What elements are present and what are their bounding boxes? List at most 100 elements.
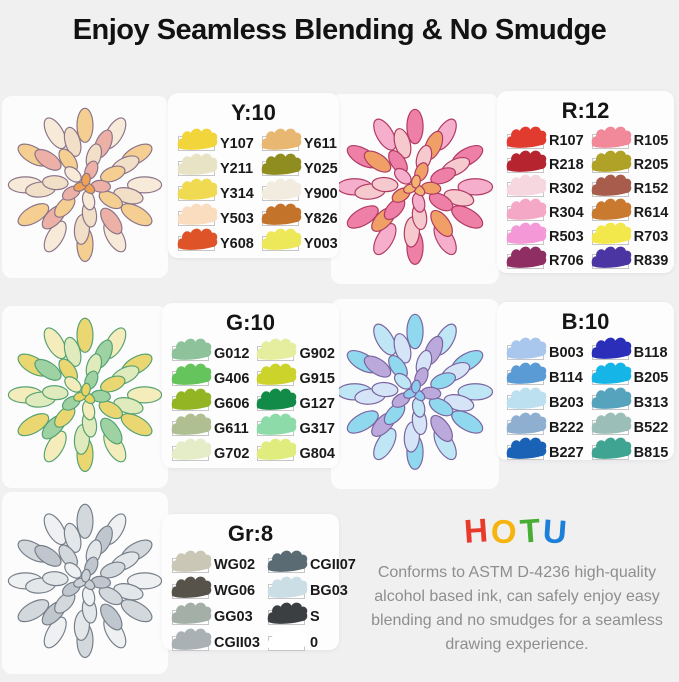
marker-scribble-swatch xyxy=(261,153,302,176)
page-title: Enjoy Seamless Blending & No Smudge xyxy=(72,14,607,46)
marker-scribble-swatch xyxy=(171,628,212,651)
marker-scribble-swatch xyxy=(261,128,302,151)
marker-scribble-swatch xyxy=(591,387,631,410)
color-code-label: G317 xyxy=(299,420,335,437)
color-code-label: S xyxy=(309,609,320,625)
marker-scribble-swatch xyxy=(171,388,212,411)
color-panel-green: G:10 G012 G406 G606 G611 G702 G902 G915 G127 G31… xyxy=(162,303,339,468)
color-panel-gray: Gr:8 WG02 WG06 GG03 CGII03 CGII07 BG03 S 0 xyxy=(162,514,356,651)
marker-scribble-swatch xyxy=(257,363,297,386)
swatch-row: G804 xyxy=(257,438,335,466)
color-code-label: G611 xyxy=(214,420,249,437)
brand-letter: H xyxy=(462,511,493,550)
marker-scribble-swatch xyxy=(506,412,547,435)
color-code-label: G406 xyxy=(214,370,250,387)
swatch-row: R152 xyxy=(591,174,669,201)
swatch-row: R614 xyxy=(591,198,669,225)
swatch-row: B815 xyxy=(591,437,668,465)
swatch-row: B205 xyxy=(591,362,668,390)
color-code-label: R614 xyxy=(633,205,669,221)
color-code-label: R302 xyxy=(549,181,584,197)
color-code-label: Y900 xyxy=(303,185,338,202)
color-panel-red: R:12 R107 R218 R302 R304 R503 R706 R105 R205 R15… xyxy=(497,91,674,273)
swatch-row: B114 xyxy=(506,362,584,390)
color-code-label: R205 xyxy=(633,157,669,173)
swatch-row: Y314 xyxy=(177,178,254,206)
marker-scribble-swatch xyxy=(506,387,547,410)
marker-scribble-swatch xyxy=(267,550,308,573)
color-code-label: R152 xyxy=(633,181,669,197)
color-code-label: G902 xyxy=(299,345,335,362)
marker-scribble-swatch xyxy=(591,126,631,149)
color-code-label: B222 xyxy=(549,419,584,436)
swatch-columns: R107 R218 R302 R304 R503 R706 R105 R205 R152 R614… xyxy=(506,126,668,273)
color-code-label: R706 xyxy=(549,253,584,269)
swatch-row: G406 xyxy=(171,363,250,391)
swatch-row: R706 xyxy=(506,246,584,273)
marker-scribble-swatch xyxy=(171,338,212,361)
color-code-label: R703 xyxy=(633,229,669,245)
swatch-row: R107 xyxy=(506,126,584,153)
color-code-label: CGII07 xyxy=(309,557,356,573)
marker-scribble-swatch xyxy=(506,246,547,269)
swatch-row: BG03 xyxy=(267,576,356,604)
marker-scribble-swatch xyxy=(591,246,631,269)
color-code-label: Y211 xyxy=(220,160,254,177)
swatch-row: Y611 xyxy=(261,128,338,156)
brand-logo: HOTU xyxy=(363,511,671,551)
swatch-row: R302 xyxy=(506,174,584,201)
swatch-row: R703 xyxy=(591,222,669,249)
swatch-row: B203 xyxy=(506,387,584,415)
color-code-label: Y826 xyxy=(303,210,338,227)
marker-scribble-swatch xyxy=(506,222,547,245)
marker-scribble-swatch xyxy=(267,576,308,599)
color-code-label: R839 xyxy=(633,253,669,269)
swatch-row: B313 xyxy=(591,387,668,415)
color-code-label: WG02 xyxy=(214,557,256,573)
color-code-label: R218 xyxy=(549,157,584,173)
marker-scribble-swatch xyxy=(177,128,218,151)
color-code-label: G702 xyxy=(214,445,250,462)
color-code-label: R503 xyxy=(549,229,584,245)
color-code-label: Y107 xyxy=(220,135,254,152)
swatch-row: R205 xyxy=(591,150,669,177)
panel-title-green: G:10 xyxy=(226,310,275,335)
marker-scribble-swatch xyxy=(506,126,547,149)
swatch-columns: WG02 WG06 GG03 CGII03 CGII07 BG03 S 0 xyxy=(171,550,356,656)
color-code-label: G127 xyxy=(299,395,335,412)
swatch-row: B003 xyxy=(506,337,584,365)
swatch-row: B118 xyxy=(591,337,669,365)
swatch-row: G902 xyxy=(257,338,335,366)
swatch-row: R503 xyxy=(506,222,584,249)
swatch-row: B522 xyxy=(591,412,668,440)
marker-scribble-swatch xyxy=(506,174,547,197)
swatch-row: G127 xyxy=(257,388,335,416)
succulent-illustration-blue xyxy=(331,299,499,489)
swatch-row: Y503 xyxy=(177,203,254,231)
marker-scribble-swatch xyxy=(261,203,302,226)
color-code-label: G804 xyxy=(299,445,335,462)
swatch-row: R304 xyxy=(506,198,584,225)
swatch-row: Y211 xyxy=(177,153,254,181)
marker-scribble-swatch xyxy=(591,437,631,460)
marker-scribble-swatch xyxy=(591,198,631,221)
panel-title-gray: Gr:8 xyxy=(227,521,274,546)
marker-scribble-swatch xyxy=(171,363,212,386)
marker-scribble-swatch xyxy=(267,628,308,651)
swatch-row: Y107 xyxy=(177,128,254,156)
color-code-label: 0 xyxy=(309,635,319,651)
marker-scribble-swatch xyxy=(177,203,218,226)
marker-scribble-swatch xyxy=(177,178,218,201)
swatch-row: R105 xyxy=(591,126,668,153)
color-code-label: G012 xyxy=(214,345,250,362)
swatch-row: CGII03 xyxy=(171,628,260,656)
color-code-label: B114 xyxy=(549,369,583,386)
color-code-label: Y314 xyxy=(220,185,254,202)
swatch-row: B227 xyxy=(506,437,584,465)
swatch-columns: B003 B114 B203 B222 B227 B118 B205 B313 B522 B815 xyxy=(506,337,668,465)
swatch-columns: G012 G406 G606 G611 G702 G902 G915 G127 G317 G804 xyxy=(171,338,335,466)
succulent-illustration-yellow xyxy=(2,96,168,278)
marker-scribble-swatch xyxy=(171,602,212,625)
brand-block: HOTU Conforms to ASTM D-4236 high-qualit… xyxy=(363,511,671,657)
brand-letter: O xyxy=(489,512,521,551)
